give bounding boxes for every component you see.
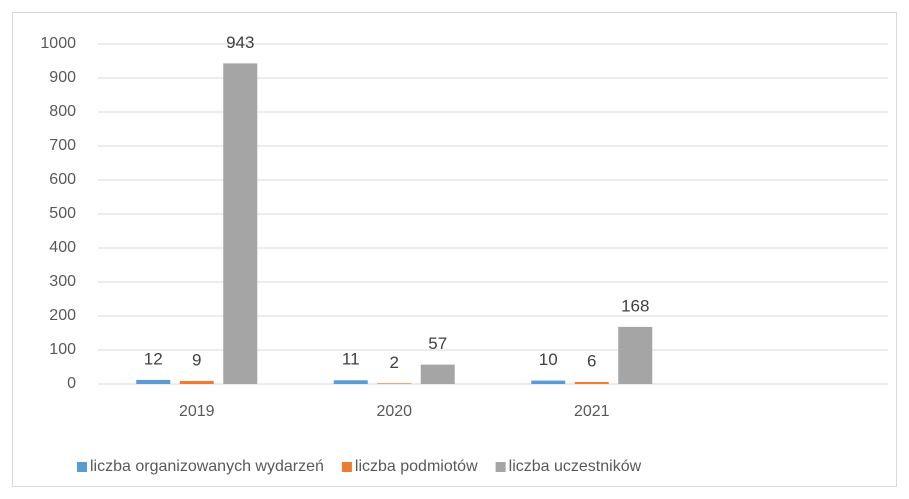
y-tick-label: 700 — [49, 137, 76, 154]
data-label: 943 — [226, 33, 254, 52]
y-tick-label: 1000 — [40, 35, 76, 52]
legend-swatch — [495, 462, 506, 472]
bar — [136, 379, 171, 384]
y-tick-label: 200 — [49, 307, 76, 324]
chart-border — [12, 12, 897, 487]
y-tick-label: 300 — [49, 273, 76, 290]
data-label: 12 — [144, 349, 163, 368]
data-label: 11 — [342, 350, 360, 369]
y-tick-label: 400 — [49, 239, 76, 256]
y-tick-label: 0 — [67, 375, 76, 392]
data-label: 168 — [621, 296, 649, 315]
legend-swatch — [341, 462, 352, 472]
bar — [223, 63, 258, 384]
data-label: 9 — [192, 350, 201, 369]
bar — [574, 381, 609, 384]
legend-swatch — [77, 462, 87, 472]
legend-label: liczba organizowanych wydarzeń — [90, 458, 324, 475]
x-tick-label: 2019 — [179, 403, 215, 420]
bar — [420, 364, 455, 384]
data-label: 10 — [539, 350, 558, 369]
bar — [377, 383, 412, 384]
data-label: 6 — [587, 351, 596, 370]
y-tick-label: 800 — [49, 103, 76, 120]
x-tick-label: 2020 — [376, 403, 412, 420]
bar — [618, 326, 653, 384]
y-tick-label: 600 — [49, 171, 76, 188]
y-tick-label: 100 — [49, 341, 76, 358]
bar — [333, 380, 368, 384]
data-label: 57 — [428, 334, 447, 353]
y-tick-label: 500 — [49, 205, 76, 222]
data-label: 2 — [390, 353, 399, 372]
legend-label: liczba uczestników — [509, 458, 642, 475]
x-tick-label: 2021 — [574, 403, 610, 420]
bar — [179, 380, 214, 384]
legend-label: liczba podmiotów — [355, 458, 478, 475]
bar — [531, 380, 566, 384]
y-tick-label: 900 — [49, 69, 76, 86]
